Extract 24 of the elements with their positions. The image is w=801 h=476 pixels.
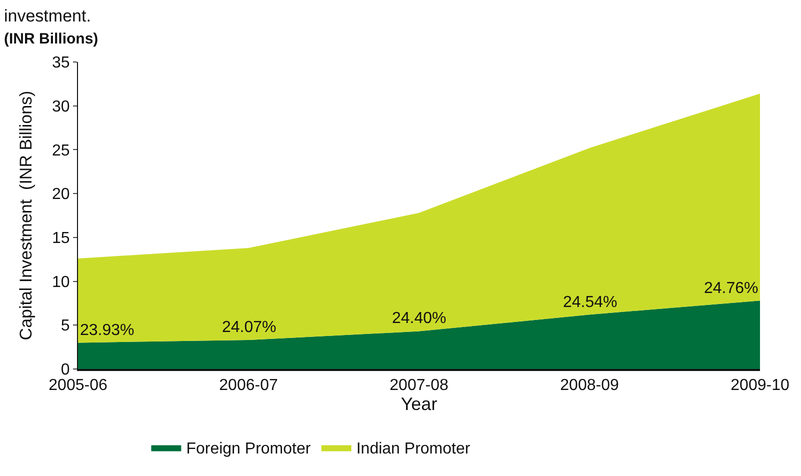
y-tick-label: 10 — [52, 274, 70, 291]
x-tick-label: 2005-06 — [48, 376, 108, 394]
annotation: 24.76% — [704, 280, 758, 297]
annotation: 24.40% — [392, 310, 446, 327]
y-tick-label: 35 — [52, 54, 70, 72]
legend-label: Indian Promoter — [356, 440, 471, 458]
y-tick-label: 20 — [52, 186, 70, 204]
legend-label: Foreign Promoter — [186, 440, 312, 458]
y-axis-title: Capital Investment (INR Billions) — [16, 90, 36, 340]
y-tick-label: 30 — [52, 98, 70, 116]
y-tick-label: 25 — [52, 142, 70, 160]
x-tick-label: 2009-10 — [730, 376, 790, 394]
annotation: 24.07% — [222, 319, 276, 336]
y-tick-label: 0 — [60, 362, 70, 379]
x-axis-title: Year — [400, 394, 438, 414]
x-tick-label: 2008-09 — [560, 376, 619, 394]
chart-subtitle: (INR Billions) — [4, 30, 98, 48]
y-tick-label: 15 — [52, 230, 70, 248]
y-tick-label: 5 — [60, 318, 70, 335]
x-tick-label: 2006-07 — [219, 376, 278, 394]
annotation: 23.93% — [80, 322, 134, 339]
annotation: 24.54% — [563, 294, 618, 311]
x-tick-label: 2007-08 — [390, 376, 448, 394]
chart-title: investment. — [4, 6, 91, 26]
